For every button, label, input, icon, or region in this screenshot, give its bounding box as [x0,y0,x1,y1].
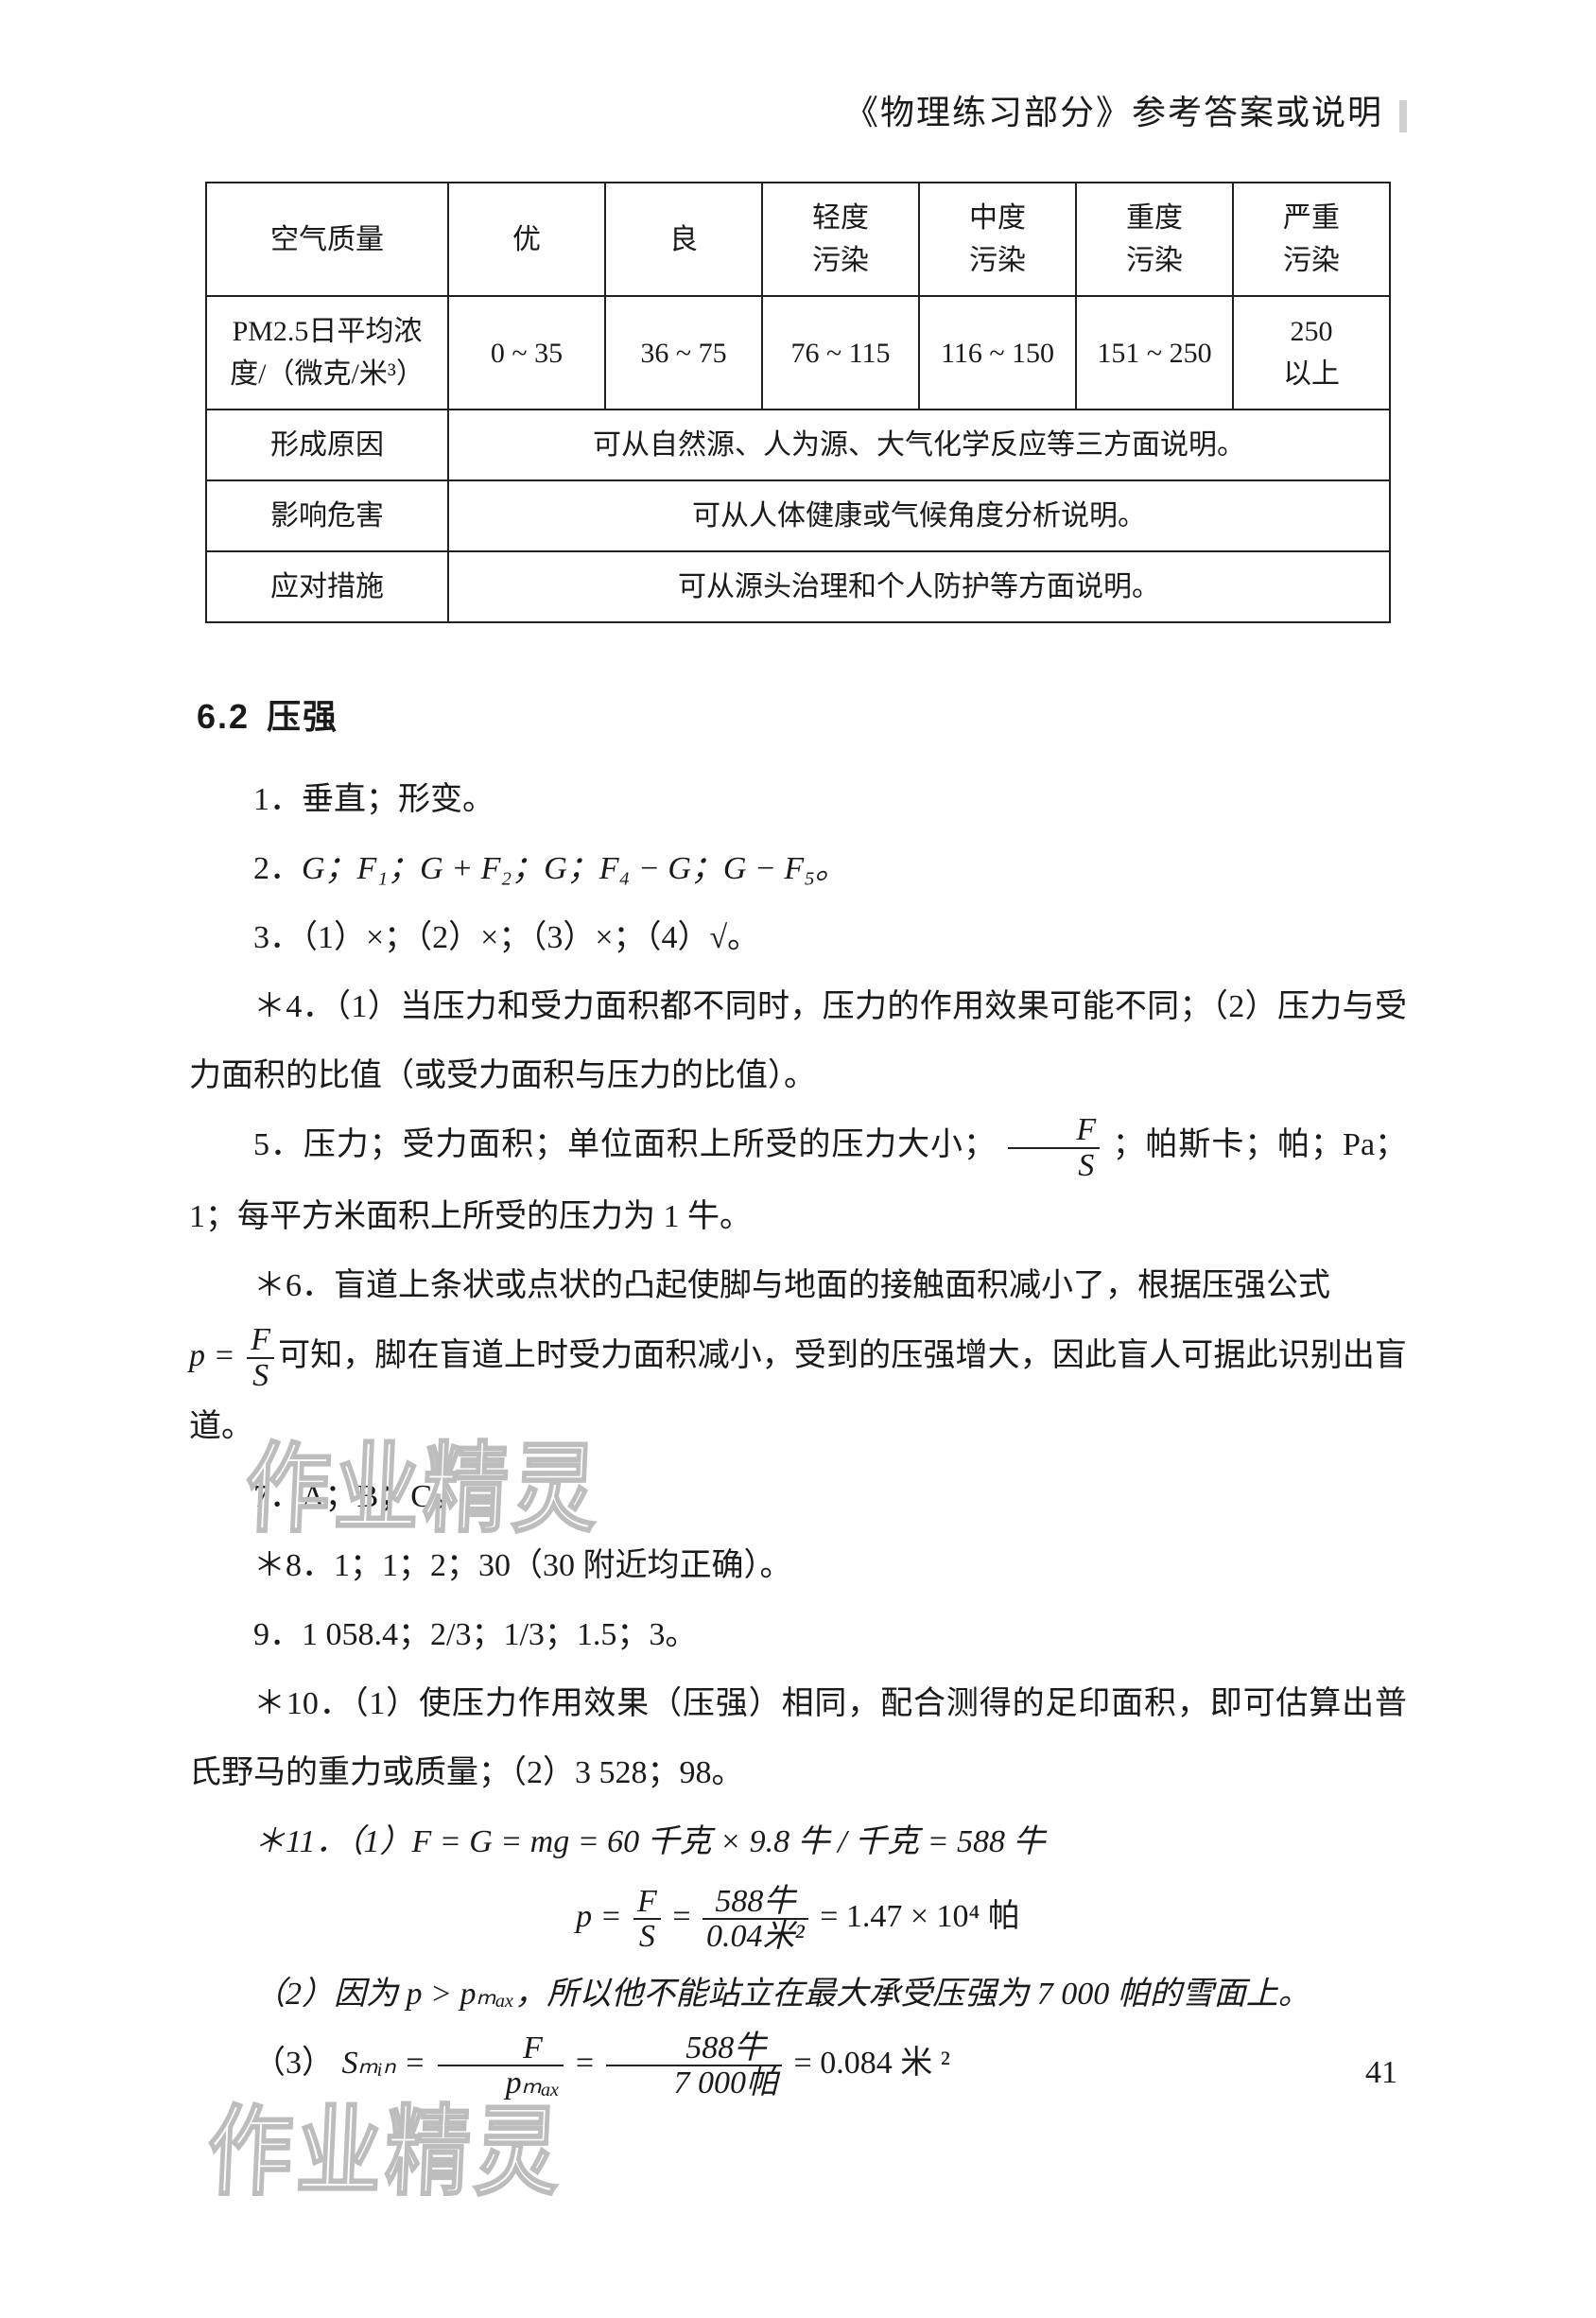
answer-8: ＊8．1；1；2；30（30 附近均正确）。 [189,1531,1407,1600]
answer-7: 7．A；B；C。 [189,1462,1407,1531]
fraction-F-over-S: F S [1008,1113,1100,1182]
pm25-range: 151 ~ 250 [1076,296,1233,410]
air-quality-table: 空气质量 优 良 轻度 污染 中度 污染 重度 污染 严重 污染 PM2.5日平… [205,182,1391,623]
harm-text: 可从人体健康或气候角度分析说明。 [448,480,1390,551]
answer-3: 3．（1）×；（2）×；（3）×；（4）√。 [189,903,1407,972]
pm25-range: 0 ~ 35 [448,296,605,410]
row-label-cause: 形成原因 [206,410,448,480]
pm25-range: 76 ~ 115 [762,296,919,410]
table-row: 空气质量 优 良 轻度 污染 中度 污染 重度 污染 严重 污染 [206,183,1390,296]
row-label-pm25: PM2.5日平均浓 度/（微克/米³） [206,296,448,410]
section-heading: 6.2 压强 [197,689,1407,739]
header-decor-bar [1399,100,1407,132]
pm25-range: 116 ~ 150 [919,296,1076,410]
page-header: 《物理练习部分》参考答案或说明 [189,85,1407,134]
cause-text: 可从自然源、人为源、大气化学反应等三方面说明。 [448,410,1390,480]
answer-4: ＊4．（1）当压力和受力面积都不同时，压力的作用效果可能不同；（2）压力与受力面… [189,972,1407,1110]
quality-level: 良 [605,183,762,296]
pm25-range: 250 以上 [1233,296,1390,410]
quality-level: 严重 污染 [1233,183,1390,296]
answer-11-1: ＊11．（1）F = G = mg = 60 千克 × 9.8 牛 / 千克 =… [189,1807,1407,1876]
answer-2: 2．G；F₁；G + F₂；G；F₄ − G；G − F₅。 [189,834,1407,903]
answer-5: 5．压力；受力面积；单位面积上所受的压力大小； F S ；帕斯卡；帕；Pa；1；… [189,1110,1407,1251]
table-row: 应对措施 可从源头治理和个人防护等方面说明。 [206,551,1390,622]
quality-level: 轻度 污染 [762,183,919,296]
row-label-harm: 影响危害 [206,480,448,551]
answer-9: 9．1 058.4；2/3；1/3；1.5；3。 [189,1600,1407,1669]
quality-level: 重度 污染 [1076,183,1233,296]
answer-11-2: （2）因为 p > pₘₐₓ，所以他不能站立在最大承受压强为 7 000 帕的雪… [189,1960,1407,2029]
answer-1: 1．垂直；形变。 [189,765,1407,834]
answer-11-eq: p = FS = 588牛0.04米² = 1.47 × 10⁴ 帕 [189,1882,1407,1954]
table-row: PM2.5日平均浓 度/（微克/米³） 0 ~ 35 36 ~ 75 76 ~ … [206,296,1390,410]
section-title-text: 压强 [267,697,338,736]
page-number: 41 [1365,2055,1397,2091]
fraction-F-over-S: F S [247,1323,274,1392]
quality-level: 中度 污染 [919,183,1076,296]
measure-text: 可从源头治理和个人防护等方面说明。 [448,551,1390,622]
table-row: 形成原因 可从自然源、人为源、大气化学反应等三方面说明。 [206,410,1390,480]
answer-6: ＊6．盲道上条状或点状的凸起使脚与地面的接触面积减小了，根据压强公式 [189,1251,1407,1320]
answer-11-3: （3） Sₘᵢₙ = Fpₘₐₓ = 588牛7 000帕 = 0.084 米 … [189,2029,1407,2100]
quality-level: 优 [448,183,605,296]
section-number: 6.2 [197,697,250,736]
row-label-quality: 空气质量 [206,183,448,296]
table-row: 影响危害 可从人体健康或气候角度分析说明。 [206,480,1390,551]
row-label-measure: 应对措施 [206,551,448,622]
answer-10: ＊10．（1）使压力作用效果（压强）相同，配合测得的足印面积，即可估算出普氏野马… [189,1669,1407,1807]
answers-block: 1．垂直；形变。 2．G；F₁；G + F₂；G；F₄ − G；G − F₅。 … [189,765,1407,2100]
pm25-range: 36 ~ 75 [605,296,762,410]
answer-6-cont: p = F S 可知，脚在盲道上时受力面积减小，受到的压强增大，因此盲人可据此识… [189,1321,1407,1462]
header-title: 《物理练习部分》参考答案或说明 [844,94,1383,131]
